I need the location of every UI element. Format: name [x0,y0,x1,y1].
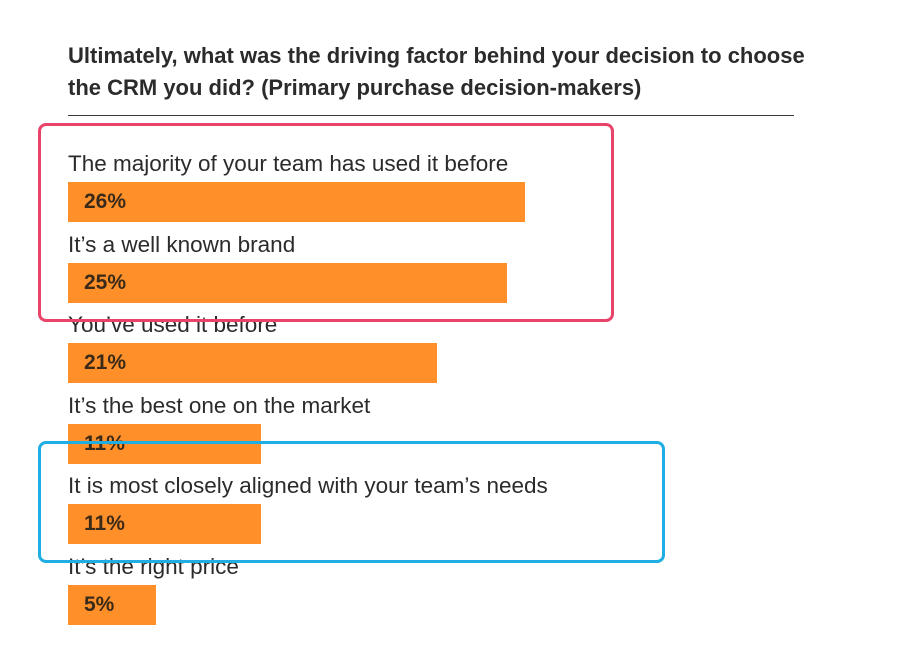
chart-title: Ultimately, what was the driving factor … [68,40,828,104]
title-divider [68,115,794,116]
category-label: It’s the right price [68,553,239,579]
bar-value-label: 21% [84,351,127,374]
category-label: It is most closely aligned with your tea… [68,473,548,498]
bar-value-label: 5% [84,592,115,616]
bar-value-label: 26% [84,190,127,213]
bar-value-label: 25% [84,270,127,294]
highlight-box-blue [38,441,665,563]
category-label: You’ve used it before [68,312,278,337]
bar [68,182,525,222]
bar [68,262,507,303]
chart-title-bold: Ultimately, what was the driving factor … [68,43,805,100]
category-label: It’s the best one on the market [68,392,371,418]
chart-title-subtitle: (Primary purchase decision-makers) [261,75,642,100]
bar [68,504,261,544]
bar [68,584,156,625]
category-label: The majority of your team has used it be… [68,151,509,176]
category-label: It’s a well known brand [68,231,296,257]
bar [68,343,437,383]
highlight-box-red [38,123,614,322]
bar-value-label: 11% [84,512,125,535]
